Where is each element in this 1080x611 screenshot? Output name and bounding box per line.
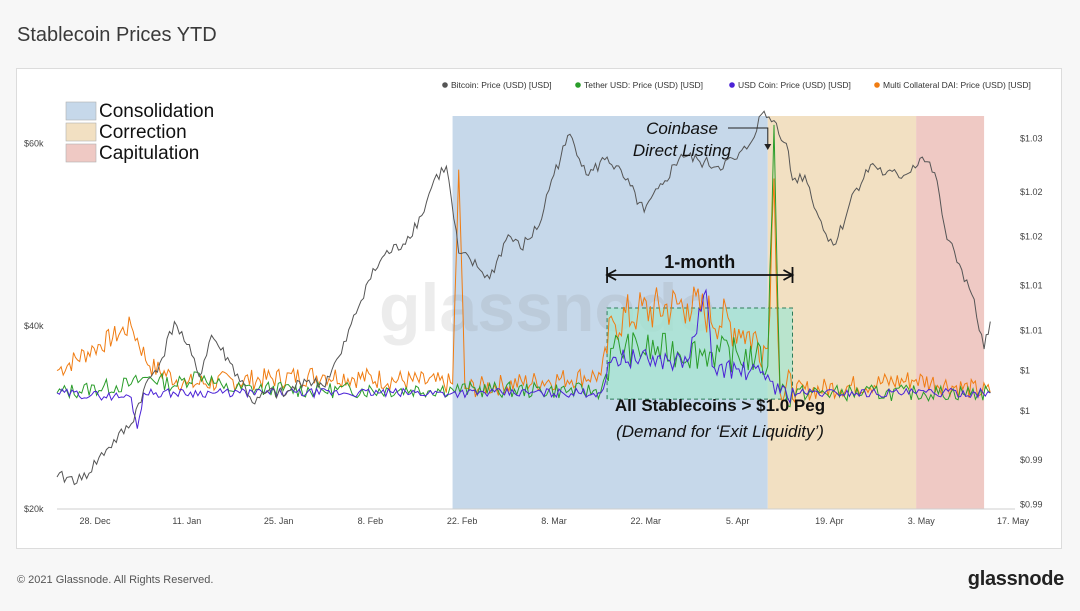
bitcoin-series-line — [56, 110, 991, 486]
y-left-tick-label: $60k — [24, 138, 44, 148]
series-layer — [56, 110, 991, 486]
y-right-tick-label: $1.01 — [1020, 325, 1043, 335]
one-month-arrow-right — [783, 269, 795, 281]
legend-label-tether: Tether USD: Price (USD) [USD] — [584, 80, 703, 90]
phase-legend-label-capitulation: Capitulation — [99, 143, 199, 164]
usdc-series-line — [56, 288, 991, 429]
x-tick-label: 11. Jan — [172, 516, 201, 526]
copyright-text: © 2021 Glassnode. All Rights Reserved. — [17, 574, 214, 586]
phase-legend-label-consolidation: Consolidation — [99, 101, 214, 122]
y-right-tick-label: $1 — [1020, 406, 1030, 416]
y-left-tick-label: $40k — [24, 321, 44, 331]
one-month-label: 1-month — [664, 252, 735, 272]
x-tick-label: 22. Feb — [447, 516, 478, 526]
y-right-tick-label: $1.02 — [1020, 187, 1043, 197]
y-right-tick-label: $1.01 — [1020, 281, 1043, 291]
x-tick-label: 22. Mar — [631, 516, 662, 526]
legend-label-bitcoin: Bitcoin: Price (USD) [USD] — [451, 80, 552, 90]
coinbase-pointer-arrowhead — [764, 144, 772, 150]
legend-label-usdc: USD Coin: Price (USD) [USD] — [738, 80, 851, 90]
x-tick-label: 28. Dec — [79, 516, 111, 526]
x-tick-label: 5. Apr — [726, 516, 750, 526]
y-right-tick-label: $1.02 — [1020, 232, 1043, 242]
phase-band-capitulation — [916, 116, 985, 509]
y-right-tick-label: $1 — [1020, 366, 1030, 376]
chart-card: glassnode 28. Dec 11. Jan 25. Jan 8. Feb 22.… — [16, 68, 1062, 549]
page-title: Stablecoin Prices YTD — [17, 24, 217, 46]
peg-box-layer — [606, 307, 793, 400]
phase-legend-swatch-correction — [65, 122, 97, 142]
x-tick-label: 8. Mar — [541, 516, 567, 526]
x-tick-label: 25. Jan — [264, 516, 294, 526]
y-right-tick-label: $0.99 — [1020, 500, 1043, 510]
legend-marker-usdc — [729, 82, 735, 88]
coinbase-pointer-line — [728, 127, 769, 148]
axes-layer: 28. Dec 11. Jan 25. Jan 8. Feb 22. Feb 8. Mar… — [24, 133, 1043, 526]
phase-legend-swatch-consolidation — [65, 101, 97, 121]
legend-marker-bitcoin — [442, 82, 448, 88]
x-tick-label: 8. Feb — [358, 516, 384, 526]
legend-marker-dai — [874, 82, 880, 88]
legend-layer: Bitcoin: Price (USD) [USD] Tether USD: Pr… — [442, 80, 1031, 90]
x-tick-label: 19. Apr — [815, 516, 844, 526]
y-right-tick-label: $1.03 — [1020, 133, 1043, 143]
y-left-tick-label: $20k — [24, 504, 44, 514]
legend-marker-tether — [575, 82, 581, 88]
phase-legend-label-correction: Correction — [99, 122, 187, 143]
stablecoin-price-chart: glassnode 28. Dec 11. Jan 25. Jan 8. Feb 22.… — [24, 80, 1043, 526]
x-tick-label: 17. May — [997, 516, 1030, 526]
y-right-tick-label: $0.99 — [1020, 455, 1043, 465]
coinbase-annotation-line2: Direct Listing — [633, 141, 732, 160]
peg-annotation-title: All Stablecoins > $1.0 Peg — [615, 396, 825, 415]
peg-highlight-box — [606, 307, 793, 400]
brand-logo: glassnode — [967, 568, 1065, 590]
peg-annotation-subtitle: (Demand for ‘Exit Liquidity’) — [616, 422, 824, 441]
annotation-layer: Coinbase Direct Listing 1-month All Stablec… — [605, 119, 825, 441]
x-tick-label: 3. May — [908, 516, 936, 526]
coinbase-annotation-line1: Coinbase — [646, 119, 718, 138]
legend-label-dai: Multi Collateral DAI: Price (USD) [USD] — [883, 80, 1031, 90]
phase-legend-swatch-capitulation — [65, 143, 97, 163]
one-month-arrow-left — [605, 269, 617, 281]
